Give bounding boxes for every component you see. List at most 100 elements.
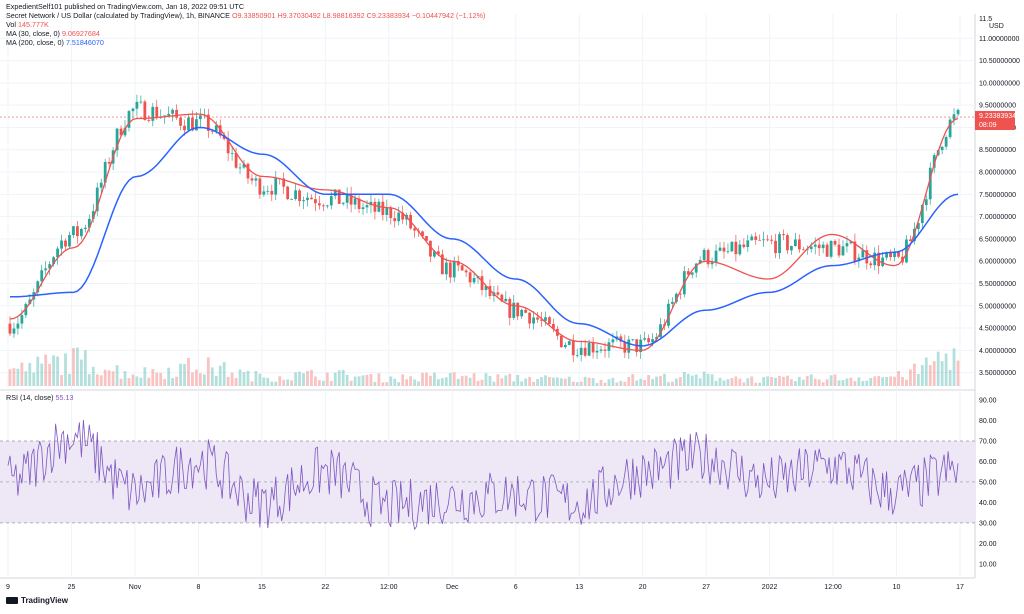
volume-bar [103,369,107,386]
candle-body [766,239,770,241]
volume-bar [655,376,658,386]
candle-body [115,128,119,151]
volume-bar [853,381,857,386]
volume-bar [16,368,20,386]
volume-bar [619,380,623,386]
volume-bar [944,353,948,386]
candle-body [147,120,151,121]
candle-body [567,341,571,345]
rsi-tick-label: 70.00 [979,439,997,446]
volume-bar [385,382,389,386]
candle-body [821,244,825,249]
volume-bar [115,365,119,386]
volume-bar [865,380,869,386]
volume-bar [905,379,908,386]
candle-body [266,190,270,192]
volume-bar [797,376,801,386]
candle-body [540,319,543,321]
candle-body [754,236,758,240]
candle-body [504,298,508,302]
volume-bar [409,376,413,386]
candle-body [579,347,583,355]
volume-bar [488,375,492,386]
candle-body [68,235,71,247]
time-tick-label: Dec [446,584,459,591]
candle-body [619,336,623,342]
volume-bar [885,376,889,386]
legend-rsi[interactable]: RSI (14, close) 55.13 [6,393,74,402]
volume-bar [40,363,44,386]
rsi-tick-label: 10.00 [979,561,997,568]
candle-body [274,178,278,195]
volume-bar [238,369,242,386]
volume-bar [87,374,91,386]
candle-body [401,212,405,220]
candle-body [845,243,849,247]
candle-body [786,235,789,251]
volume-bar [956,360,960,386]
legend-ma200[interactable]: MA (200, close, 0) 7.51846070 [6,38,104,47]
candle-body [325,205,329,207]
legend-ma30[interactable]: MA (30, close, 0) 9.06927684 [6,29,100,38]
volume-bar [595,383,599,386]
volume-bar [587,377,591,386]
volume-bar [909,369,912,386]
volume-bar [421,372,424,386]
candle-body [849,241,853,244]
brand-text: TradingView [21,596,68,605]
volume-bar [567,376,571,386]
candle-body [853,241,857,262]
volume-bar [710,374,714,386]
candle-body [421,231,424,237]
volume-bar [294,372,297,386]
candle-body [881,257,885,267]
volume-bar [766,376,770,386]
candle-body [103,161,107,183]
candle-body [599,349,603,351]
candle-body [83,227,87,230]
candle-body [813,244,817,247]
volume-bar [480,379,484,386]
volume-bar [758,382,762,386]
candle-body [238,167,242,169]
volume-bar [389,376,393,386]
tradingview-logo[interactable]: TradingView [6,596,68,605]
time-tick-label: Nov [129,584,142,591]
volume-bar [195,369,198,386]
candle-body [345,193,349,203]
price-tick-label: 8.00000000 [979,170,1016,177]
candle-body [623,341,627,353]
legend-vol[interactable]: Vol 145.777K [6,20,49,29]
volume-bar [8,369,12,386]
rsi-tick-label: 50.00 [979,479,997,486]
volume-bar [754,382,758,386]
candle-body [611,339,615,343]
volume-bar [175,376,178,386]
countdown-label: 08:09 [979,122,997,129]
candle-body [444,262,448,275]
price-top-label: 11.5 [979,16,992,23]
volume-bar [603,382,607,386]
volume-bar [325,372,329,386]
volume-bar [536,379,539,386]
volume-bar [881,377,885,386]
candle-body [532,317,535,324]
time-tick-label: 8 [196,584,200,591]
current-price-tag [975,111,1015,131]
time-tick-label: 12:00 [824,584,842,591]
time-tick-label: 6 [514,584,518,591]
time-tick-label: 20 [639,584,647,591]
candle-body [790,246,793,251]
volume-bar [79,359,83,386]
volume-bar [611,377,615,386]
candle-body [706,249,710,265]
candle-body [686,271,690,275]
ma200-value: 7.51846070 [65,38,104,47]
candle-body [91,211,95,219]
volume-bar [635,380,639,386]
volume-bar [167,367,171,386]
volume-bar [20,362,24,386]
volume-bar [155,372,159,386]
price-tick-label: 10.00000000 [979,80,1020,87]
